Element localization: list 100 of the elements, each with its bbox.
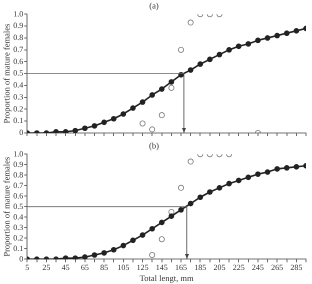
y-tick-label: 0.1 bbox=[13, 244, 24, 253]
y-tick-label: 0.5 bbox=[13, 68, 24, 78]
point bbox=[130, 105, 136, 111]
y-tick-label: 0.6 bbox=[13, 56, 24, 66]
point bbox=[62, 255, 68, 260]
point bbox=[197, 61, 204, 67]
point bbox=[197, 194, 204, 200]
point bbox=[284, 165, 290, 171]
point bbox=[188, 200, 194, 206]
point bbox=[284, 30, 290, 36]
point bbox=[207, 189, 213, 195]
y-axis-title: Proportion of mature females bbox=[1, 156, 12, 257]
point bbox=[264, 35, 270, 41]
point bbox=[101, 250, 107, 256]
point bbox=[274, 166, 280, 172]
point bbox=[178, 46, 184, 53]
point bbox=[294, 28, 300, 34]
point bbox=[255, 38, 261, 44]
point bbox=[168, 208, 174, 215]
point bbox=[264, 169, 270, 175]
x-axis-title: Total lengt, mm bbox=[140, 273, 194, 284]
point bbox=[158, 86, 165, 92]
point bbox=[110, 246, 117, 253]
point bbox=[178, 207, 184, 213]
point bbox=[216, 185, 222, 191]
point bbox=[226, 180, 232, 186]
y-tick-label: 0.7 bbox=[13, 180, 24, 190]
y-tick-label: 0.6 bbox=[13, 191, 24, 200]
point bbox=[168, 79, 174, 85]
point bbox=[246, 174, 252, 180]
point bbox=[158, 236, 165, 242]
y-tick-label: 0.9 bbox=[13, 21, 24, 30]
point bbox=[120, 242, 126, 248]
point bbox=[72, 128, 78, 133]
y-tick-label: 0 bbox=[19, 254, 24, 264]
point bbox=[188, 67, 194, 73]
y-tick-label: 1.0 bbox=[13, 149, 24, 158]
y-tick-label: 0.1 bbox=[13, 116, 24, 126]
y-tick-label: 0.3 bbox=[13, 222, 24, 232]
point bbox=[120, 111, 126, 117]
point bbox=[207, 56, 213, 62]
y-axis-title: Proportion of mature females bbox=[1, 24, 12, 124]
point bbox=[101, 120, 107, 126]
point bbox=[149, 226, 155, 232]
x-tick-label: 45 bbox=[62, 263, 70, 272]
point bbox=[274, 32, 280, 38]
y-tick-label: 0.2 bbox=[13, 104, 24, 114]
chart-title: (b) bbox=[149, 140, 160, 150]
point bbox=[140, 232, 146, 238]
point bbox=[226, 47, 232, 53]
x-tick-label: 225 bbox=[232, 263, 245, 272]
y-tick-label: 0.4 bbox=[13, 212, 24, 222]
point bbox=[158, 112, 165, 118]
point bbox=[92, 123, 98, 129]
point bbox=[82, 125, 88, 132]
x-tick-label: 145 bbox=[156, 263, 168, 272]
point bbox=[140, 99, 146, 105]
x-tick-label: 25 bbox=[42, 263, 50, 272]
point bbox=[82, 254, 88, 260]
point bbox=[149, 126, 156, 132]
point bbox=[140, 120, 146, 126]
point bbox=[216, 52, 222, 58]
x-tick-label: 105 bbox=[117, 263, 130, 272]
point bbox=[92, 252, 98, 258]
y-tick-label: 0.8 bbox=[13, 33, 24, 42]
x-tick-label: 165 bbox=[175, 263, 188, 272]
x-tick-label: 205 bbox=[213, 263, 226, 272]
x-tick-label: 245 bbox=[252, 263, 264, 272]
y-tick-label: 0.2 bbox=[13, 233, 24, 242]
point bbox=[168, 84, 174, 91]
x-tick-label: 65 bbox=[80, 263, 89, 272]
x-tick-label: 125 bbox=[136, 263, 149, 272]
point bbox=[158, 220, 165, 226]
point bbox=[149, 92, 155, 98]
point bbox=[110, 116, 117, 122]
x-tick-label: 285 bbox=[290, 263, 302, 272]
point bbox=[130, 238, 136, 244]
y-tick-label: 0 bbox=[19, 128, 24, 138]
x-tick-label: 265 bbox=[271, 263, 284, 272]
point bbox=[168, 213, 174, 219]
y-tick-label: 0.7 bbox=[13, 44, 24, 54]
chart-title: (a) bbox=[149, 0, 159, 10]
point bbox=[246, 41, 252, 47]
y-tick-label: 0.3 bbox=[13, 92, 24, 102]
point bbox=[149, 252, 156, 258]
x-tick-label: 85 bbox=[100, 263, 108, 272]
x-tick-label: 185 bbox=[194, 263, 206, 272]
point bbox=[294, 164, 300, 170]
point bbox=[236, 178, 242, 184]
y-tick-label: 1.0 bbox=[13, 9, 24, 18]
y-tick-label: 0.4 bbox=[13, 80, 24, 90]
y-tick-label: 0.5 bbox=[13, 202, 24, 211]
y-tick-label: 0.9 bbox=[13, 160, 24, 169]
point bbox=[188, 20, 194, 26]
point bbox=[188, 158, 194, 165]
y-tick-label: 0.8 bbox=[13, 170, 24, 180]
point bbox=[236, 43, 242, 50]
point bbox=[255, 171, 261, 177]
point bbox=[178, 184, 184, 191]
x-tick-label: 5 bbox=[25, 263, 30, 272]
